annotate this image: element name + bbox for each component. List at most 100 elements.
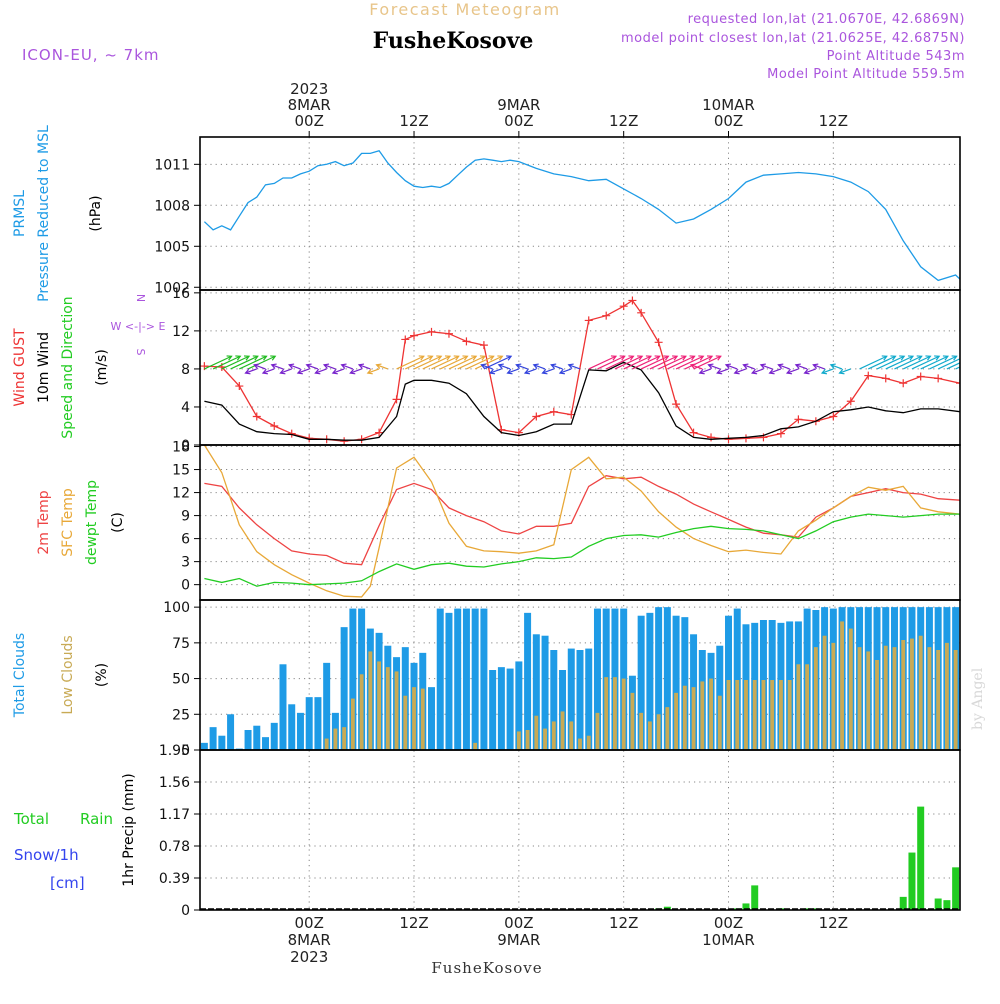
y-axis-label: 1hr Precip (mm)	[121, 773, 137, 886]
wind-arrow-shaft	[413, 355, 442, 370]
low-cloud-bar	[813, 647, 818, 750]
wind-arrow-shaft	[623, 355, 652, 370]
y-tick-label: 9	[181, 509, 190, 525]
y-tick-label: 12	[172, 486, 190, 502]
gust-marker	[410, 331, 419, 340]
precip-label-total: Total	[13, 810, 49, 828]
wind-arrow-shaft	[559, 368, 572, 374]
wind-arrow-head	[707, 363, 714, 369]
gust-marker	[549, 407, 558, 416]
gust-marker	[532, 412, 541, 421]
low-cloud-bar	[385, 667, 390, 750]
wind-arrow-head	[479, 355, 487, 361]
wind-arrow-head	[942, 355, 950, 361]
wind-arrow-shaft	[551, 364, 563, 370]
wind-arrow-shaft	[743, 364, 755, 370]
wind-arrow-head	[951, 355, 958, 361]
wind-arrow-shaft	[894, 355, 922, 370]
rain-bar	[751, 885, 759, 910]
wind-arrow-shaft	[699, 368, 712, 374]
wind-arrow-head	[899, 355, 906, 361]
series-line-2m-temp	[204, 475, 960, 566]
total-cloud-bar	[270, 722, 278, 750]
wind-arrow-head	[689, 363, 697, 369]
wind-arrow-head	[506, 368, 513, 375]
panel-label-temperature: dewpt Temp	[84, 480, 100, 565]
panel-label-pressure: Pressure Reduced to MSL	[36, 125, 52, 302]
wind-arrow-head	[471, 355, 478, 361]
low-cloud-bar	[368, 651, 373, 750]
wind-arrow-shaft	[457, 355, 486, 370]
low-cloud-bar	[525, 730, 530, 750]
total-cloud-bar	[524, 612, 532, 750]
wind-arrow-head	[252, 355, 259, 361]
wind-arrow-shaft	[239, 355, 267, 370]
gust-marker	[864, 371, 873, 380]
unit-label-wind: (m/s)	[94, 349, 110, 386]
total-cloud-bar	[489, 670, 497, 750]
total-cloud-bar	[462, 608, 470, 750]
wind-arrow-shaft	[751, 368, 764, 374]
low-cloud-bar	[656, 714, 661, 750]
low-cloud-bar	[560, 711, 565, 750]
low-cloud-bar	[420, 688, 425, 750]
wind-arrow-head	[785, 368, 793, 375]
wind-arrow-head	[881, 355, 888, 361]
total-cloud-bar	[279, 664, 287, 750]
wind-arrow-shaft	[221, 355, 250, 370]
top-axis-label: 00Z	[504, 112, 533, 130]
plot-area-clouds	[200, 607, 960, 750]
precip-label-snow: Snow/1h	[14, 846, 79, 864]
low-cloud-bar	[578, 738, 582, 750]
wind-arrow-head	[925, 355, 932, 361]
total-cloud-bar	[349, 608, 357, 750]
low-cloud-bar	[551, 721, 556, 750]
wind-arrow-shaft	[297, 368, 310, 374]
low-cloud-bar	[516, 731, 521, 750]
total-cloud-bar	[550, 650, 558, 750]
wind-arrow-head	[567, 363, 574, 369]
low-cloud-bar	[647, 721, 652, 750]
wind-arrow-head	[418, 355, 425, 361]
gust-marker	[270, 421, 279, 430]
low-cloud-bar	[901, 640, 906, 750]
total-cloud-bar	[209, 727, 217, 750]
y-tick-label: 1011	[154, 157, 190, 173]
y-tick-label: 0	[181, 743, 190, 759]
wind-arrow-head	[742, 363, 749, 369]
gust-marker	[881, 374, 890, 383]
wind-compass: N W <-|-> E S	[111, 294, 166, 356]
watermark: by Angel	[970, 667, 986, 730]
wind-arrow-head	[750, 368, 758, 375]
rain-bar	[961, 872, 968, 910]
wind-arrow-shaft	[868, 355, 896, 370]
wind-arrow-head	[296, 368, 303, 375]
plot-area-pressure	[203, 149, 960, 282]
wind-arrow-head	[253, 363, 260, 369]
y-tick-label: 4	[181, 400, 190, 416]
low-cloud-bar	[936, 650, 941, 750]
wind-arrow-head	[453, 355, 460, 361]
low-cloud-bar	[778, 680, 783, 750]
bottom-axis-label: 00Z	[714, 914, 743, 932]
footer-location: FusheKosove	[431, 959, 542, 977]
low-cloud-bar	[857, 647, 862, 750]
gust-marker	[934, 374, 943, 383]
total-cloud-bar	[288, 704, 296, 750]
wind-arrow-shaft	[288, 364, 301, 370]
wind-arrow-head	[969, 356, 974, 360]
rain-bar	[908, 852, 916, 910]
low-cloud-bar	[543, 728, 547, 750]
top-axis-label: 8MAR	[288, 96, 331, 114]
wind-arrow-head	[619, 355, 626, 361]
wind-arrow-shaft	[717, 368, 729, 374]
gust-marker	[619, 302, 628, 311]
wind-arrow-shaft	[533, 364, 546, 370]
wind-arrow-shaft	[212, 355, 241, 370]
wind-arrow-head	[698, 368, 705, 375]
wind-arrow-shaft	[247, 355, 276, 370]
wind-arrow-head	[672, 355, 679, 361]
unit-label: (hPa)	[88, 195, 104, 231]
total-cloud-bar	[672, 615, 680, 750]
